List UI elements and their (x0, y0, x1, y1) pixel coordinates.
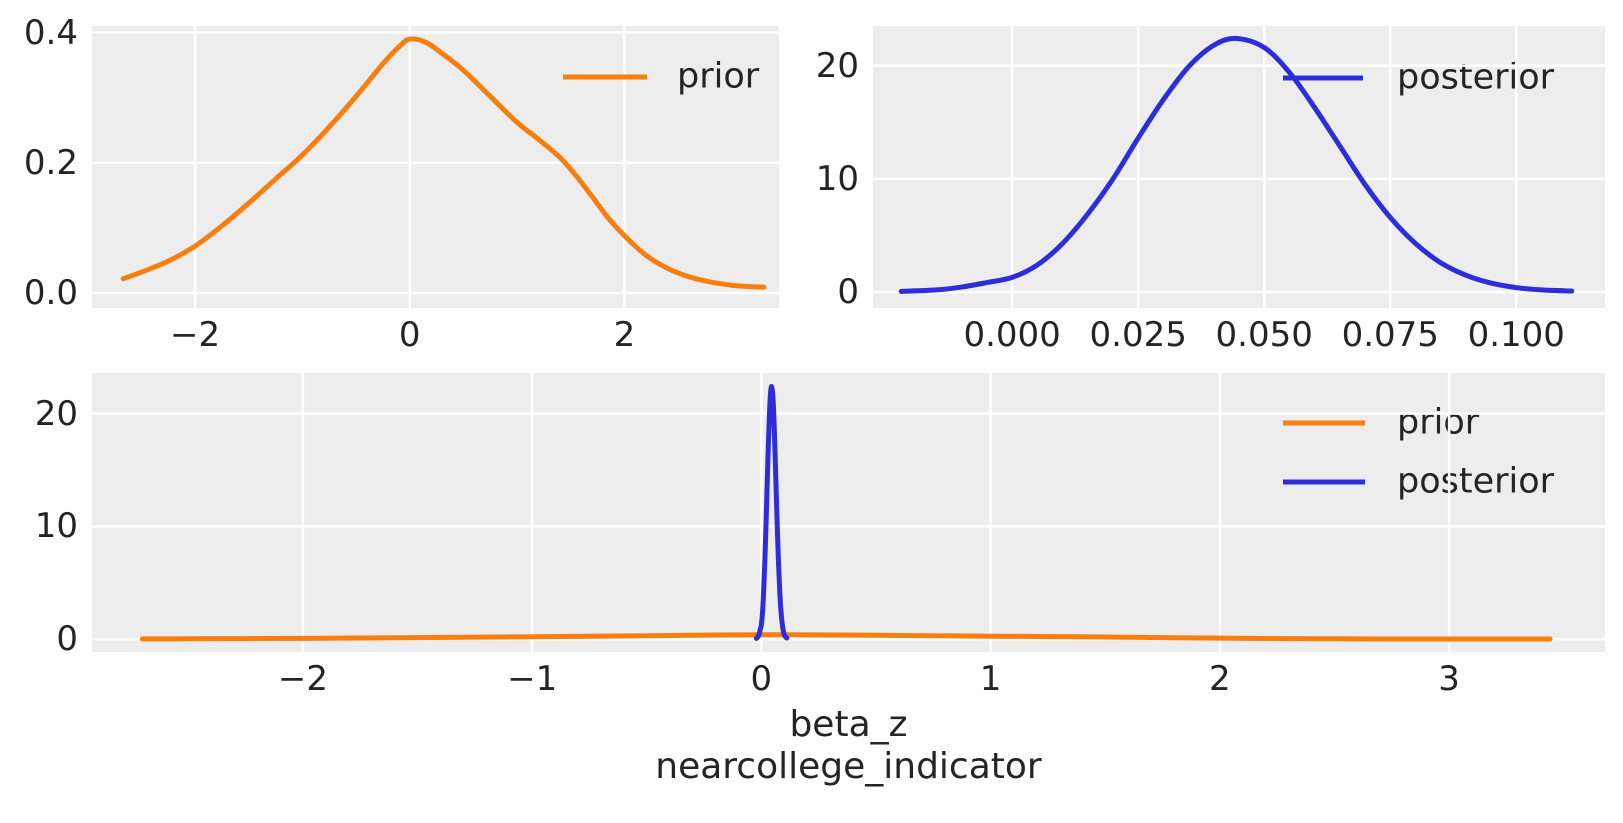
x-tick-label: 0.025 (1089, 315, 1187, 355)
plot-area-posterior-marginal (873, 26, 1605, 308)
x-tick-label: −2 (169, 315, 221, 355)
posterior-curve (753, 384, 790, 641)
x-tick-label: 2 (1209, 659, 1231, 699)
y-tick-label: 0 (56, 619, 78, 660)
x-tick-label: 1 (979, 659, 1002, 699)
y-tick-label: 20 (34, 393, 78, 434)
plot-area-prior-posterior-overlay (92, 373, 1605, 652)
y-tick-label: 0.0 (23, 273, 78, 314)
x-tick-label: 0.100 (1467, 315, 1565, 355)
x-tick-label: 0 (750, 659, 773, 699)
prior-curve (139, 632, 1553, 642)
legend-label-posterior: posterior (1397, 461, 1555, 502)
y-tick-label: 0 (837, 272, 859, 313)
y-tick-label: 10 (815, 158, 859, 199)
x-tick-label: 0.075 (1341, 315, 1439, 355)
x-tick-label: 0 (398, 315, 421, 355)
x-tick-label: −2 (277, 659, 328, 699)
legend-label-prior: prior (1397, 402, 1480, 443)
x-tick-label: 0.050 (1215, 315, 1313, 355)
y-tick-label: 0.4 (23, 12, 78, 53)
x-tick-label: 3 (1438, 659, 1460, 699)
panel-posterior-marginal: posterior (873, 26, 1605, 308)
prior-curve (120, 36, 767, 290)
posterior-curve (898, 35, 1575, 294)
panel-prior-posterior-overlay: prior posterior (92, 373, 1605, 652)
x-tick-label: 0.000 (963, 315, 1061, 355)
y-tick-label: 0.2 (23, 142, 78, 183)
panel-prior-marginal: prior (92, 26, 779, 308)
y-tick-label: 10 (34, 506, 78, 547)
x-axis-label-line1: beta_z (789, 704, 908, 745)
plot-area-prior-marginal (92, 26, 779, 308)
x-tick-label: 2 (613, 315, 636, 355)
x-tick-label: −1 (507, 659, 558, 699)
x-axis-label: beta_z nearcollege_indicator (92, 704, 1605, 788)
x-axis-label-line2: nearcollege_indicator (655, 745, 1042, 787)
legend-label-prior: prior (677, 56, 760, 97)
y-tick-label: 20 (815, 45, 859, 86)
